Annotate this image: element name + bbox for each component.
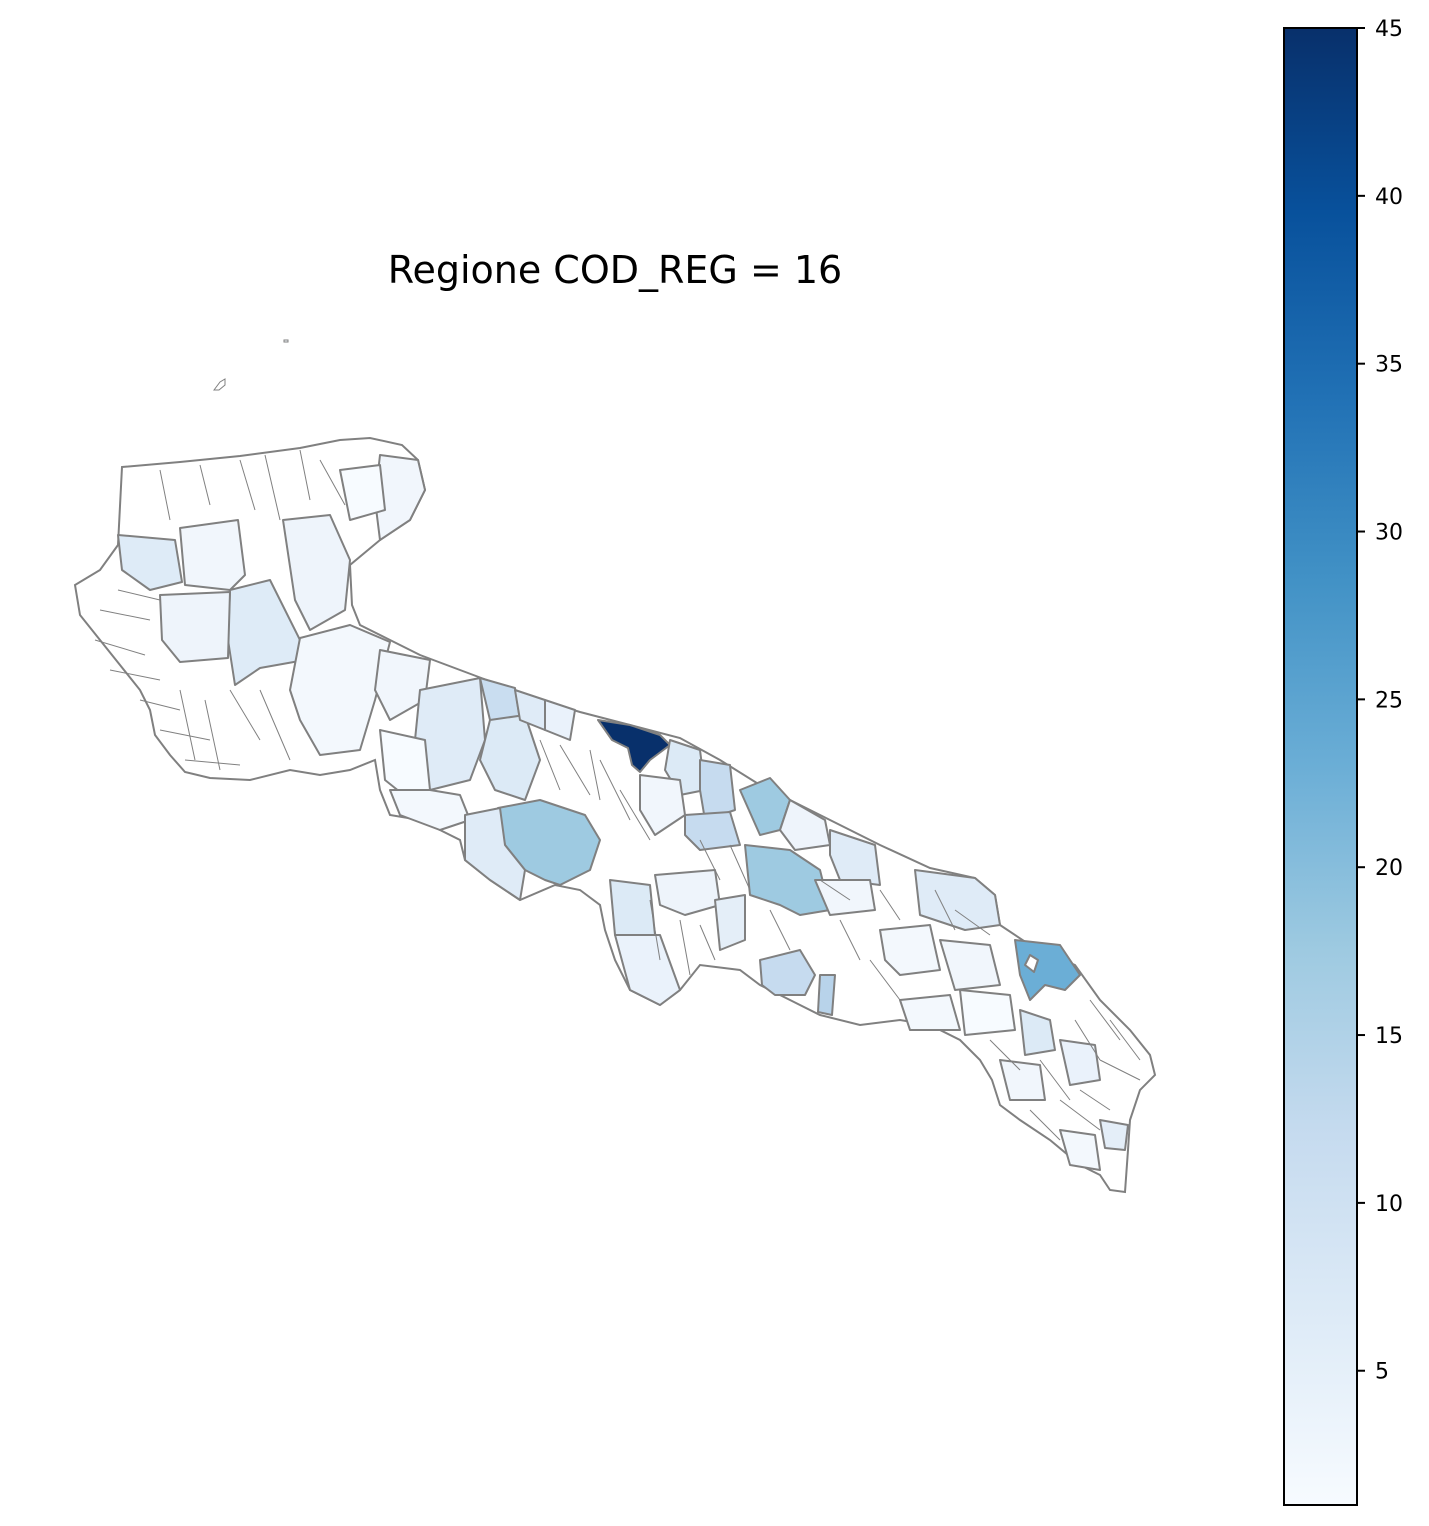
area-taranto-west-3: [654, 869, 721, 916]
island-small-1: [283, 339, 289, 343]
area-lecce-south-4: [1059, 1129, 1101, 1171]
area-taranto: [759, 949, 816, 996]
municipality-boundaries: [94, 449, 1141, 1141]
area-bat-1: [374, 649, 431, 721]
area-ceglie: [814, 879, 876, 916]
area-gargano-1: [282, 514, 351, 631]
area-lecce-south-2: [1059, 1039, 1101, 1086]
colorbar-tick-label: 30: [1375, 521, 1403, 546]
area-taranto-east: [817, 974, 836, 1016]
area-brindisi-coast: [914, 869, 1001, 931]
area-lecce-north-1: [939, 939, 1001, 991]
area-lecce-lake: [1024, 954, 1039, 973]
colorbar-tick-label: 5: [1375, 1360, 1389, 1385]
area-taranto-west-1: [609, 879, 656, 936]
island-small-2: [213, 378, 226, 391]
area-lecce-south-1: [1019, 1009, 1056, 1056]
area-taranto-west-4: [714, 894, 746, 951]
area-martina: [744, 844, 831, 916]
colorbar-tick-label: 45: [1375, 17, 1403, 42]
colorbar-tick-label: 20: [1375, 856, 1403, 881]
area-gravina-west: [464, 807, 526, 901]
colorbar-tick-label: 40: [1375, 185, 1403, 210]
area-lecce-south-3: [1099, 1119, 1129, 1151]
area-foggia-north-2: [179, 519, 246, 591]
colorbar-gradient: [1283, 27, 1358, 1506]
colorbar-tick-label: 15: [1375, 1024, 1403, 1049]
area-bari-int-3: [684, 811, 741, 851]
area-foggia-north-1: [117, 534, 183, 591]
area-bari-int-2: [699, 759, 736, 821]
area-coast-3: [779, 799, 831, 851]
area-bari-coast-2: [544, 699, 576, 741]
area-salento-west: [899, 994, 961, 1031]
colorbar-tick-label: 35: [1375, 353, 1403, 378]
map-title: Regione COD_REG = 16: [388, 248, 842, 292]
area-bari-max: [597, 719, 671, 773]
area-foggia-west: [159, 591, 231, 663]
colorbar-ticks: 45 40 35 30 25 20 15 10 5: [1357, 17, 1403, 1385]
area-salento-mid: [959, 989, 1016, 1036]
area-brindisi-int: [879, 924, 941, 976]
area-lecce-south-5: [999, 1059, 1046, 1101]
area-bat-5: [389, 789, 471, 831]
area-taranto-west-2: [614, 934, 681, 1006]
area-gargano-2: [339, 464, 386, 521]
colorbar-tick-label: 25: [1375, 688, 1403, 713]
area-foggia-south-big: [289, 624, 391, 756]
colorbar: 45 40 35 30 25 20 15 10 5: [1283, 17, 1403, 1506]
shaded-municipalities: [117, 454, 1129, 1171]
area-bari-int-4: [639, 774, 686, 836]
colorbar-tick-label: 10: [1375, 1192, 1403, 1217]
